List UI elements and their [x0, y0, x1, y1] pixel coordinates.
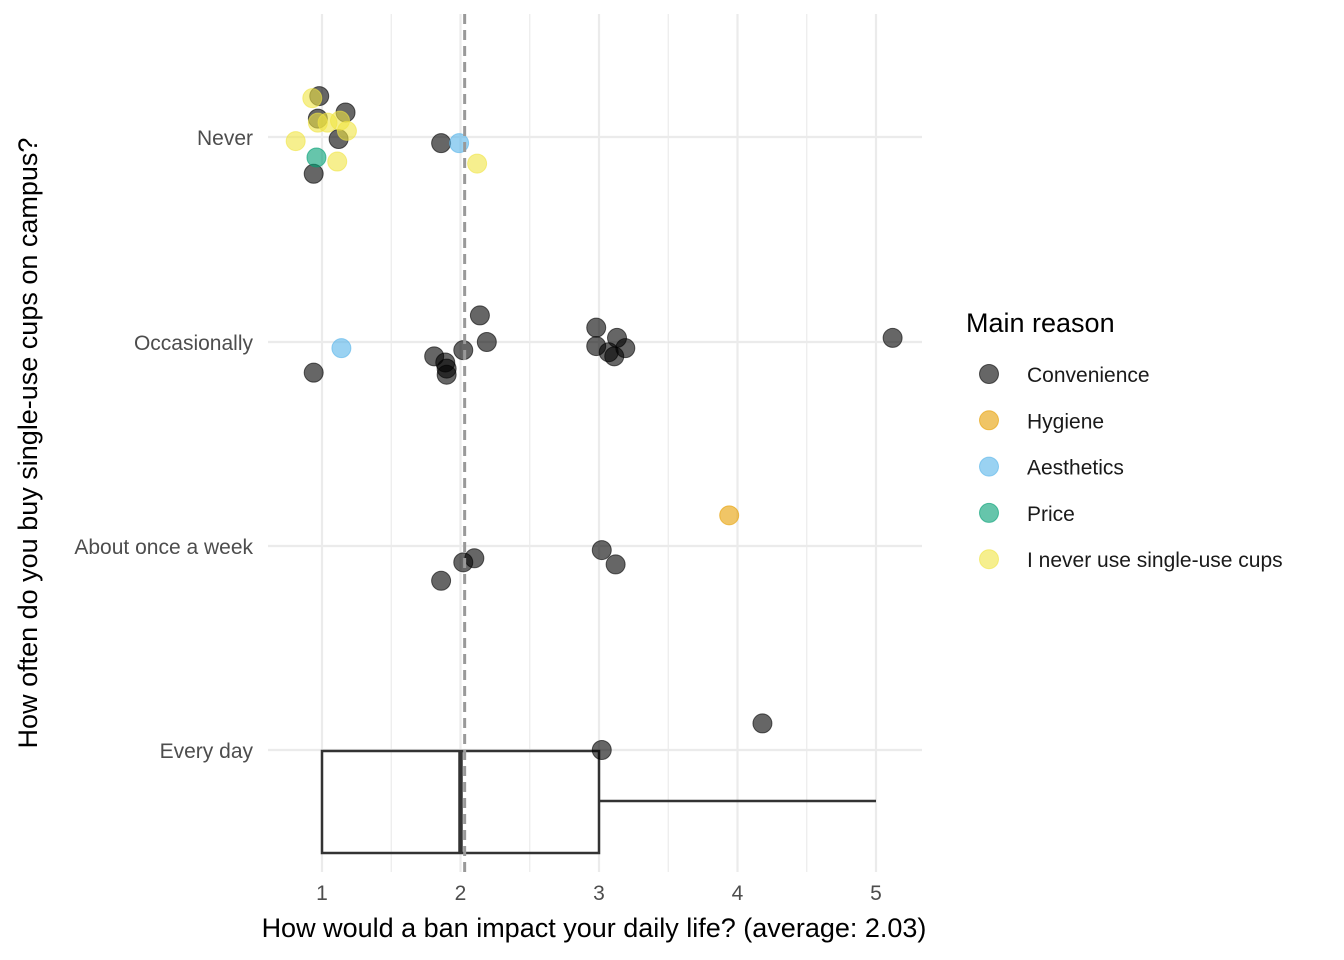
legend-label: Hygiene [1027, 410, 1104, 433]
legend-key [979, 549, 999, 570]
data-point [591, 540, 612, 561]
data-point [431, 570, 452, 591]
data-point [302, 88, 323, 109]
legend-label: Price [1027, 503, 1075, 526]
y-axis-title: How often do you buy single-use cups on … [13, 138, 43, 749]
data-points [285, 86, 903, 760]
data-point [306, 147, 327, 168]
y-tick-label: Occasionally [134, 332, 254, 355]
data-point [476, 332, 497, 352]
y-axis-ticks: Every day About once a week Occasionally Ne… [74, 127, 253, 763]
data-point [882, 327, 903, 348]
x-tick-label: 3 [593, 882, 605, 905]
legend-label: I never use single-use cups [1027, 549, 1283, 572]
data-point [285, 131, 306, 152]
data-point [586, 317, 607, 338]
legend-key [979, 364, 999, 384]
data-point [303, 362, 324, 383]
data-point [467, 153, 488, 174]
x-axis-ticks: 1 2 3 4 5 [316, 882, 882, 905]
data-point [327, 151, 348, 172]
x-axis-title: How would a ban impact your daily life? … [262, 913, 927, 943]
y-tick-label: Every day [160, 740, 254, 763]
y-tick-label: About once a week [74, 536, 253, 559]
data-point [303, 163, 324, 184]
data-point [591, 740, 612, 760]
data-point [752, 713, 773, 734]
x-tick-label: 5 [870, 882, 882, 905]
data-point [431, 133, 452, 154]
legend-label: Convenience [1027, 364, 1150, 387]
boxplot [320, 749, 876, 855]
legend-key [979, 502, 999, 523]
x-tick-label: 2 [455, 882, 467, 905]
data-point [719, 505, 740, 526]
legend-title: Main reason [966, 308, 1115, 338]
y-tick-label: Never [197, 127, 253, 150]
data-point [604, 346, 625, 367]
x-tick-label: 4 [732, 882, 744, 905]
data-point [331, 338, 352, 359]
x-tick-label: 1 [316, 882, 328, 905]
data-point [336, 120, 357, 141]
legend-label: Aesthetics [1027, 457, 1124, 480]
data-point [436, 364, 457, 385]
grid [268, 14, 922, 872]
legend-key [979, 410, 999, 431]
data-point [605, 554, 626, 575]
legend: Main reason Convenience Hygiene Aesthetics… [966, 308, 1283, 572]
data-point [469, 305, 490, 326]
legend-key [979, 456, 999, 477]
